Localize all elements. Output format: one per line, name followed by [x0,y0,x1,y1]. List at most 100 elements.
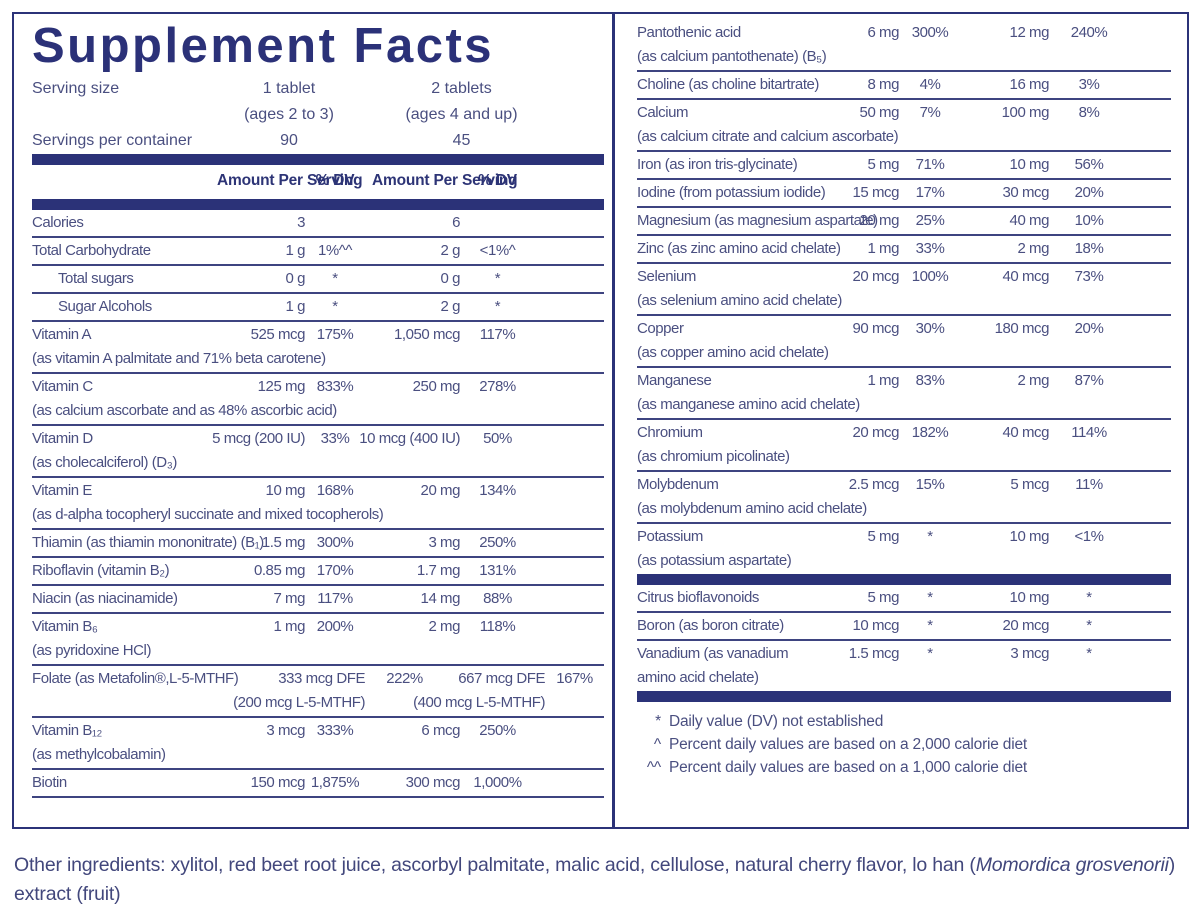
dv-percent-2: <1% [1049,526,1129,547]
nutrient-name: Molybdenum [637,474,804,495]
amount-serving-2: 6 [365,212,460,233]
fact-row: Vitamin D 5 mcg (200 IU) 33% 10 mcg (400 IU… [32,426,604,478]
amount-serving-1: 7 mg [210,588,305,609]
amount-serving-1: 3 mcg [210,720,305,741]
amount-serving-1-text: 3 [297,214,305,231]
dv-percent-2-text: 3% [1078,76,1100,93]
amount-serving-1: 10 mg [210,480,306,501]
amount-serving-1: 1.5 mcg [804,643,900,664]
amount-serving-1-text: 20 mg [859,212,900,229]
amount-serving-1-text: 333 mcg DFE [278,670,365,687]
amount-serving-1: 20 mg [804,210,900,231]
footnote-symbol-text: ^ [653,736,661,753]
amount-serving-1-text: 7 mg [273,590,305,607]
amount-serving-1-text: 1 mg [867,240,899,257]
amount-serving-2: 3 mcg [961,643,1049,664]
fact-line: Boron (as boron citrate) 10 mcg * 20 mcg * [637,613,1171,639]
nutrient-source: (as methylcobalamin) [32,744,604,768]
fact-row: Vitamin B₆ 1 mg 200% 2 mg 118% (as pyridoxine… [32,614,604,666]
nutrient-name-text: Boron (as boron citrate) [637,617,784,634]
dv-percent-1: * [899,615,961,636]
amount-serving-2-text: 6 [452,214,460,231]
amount-serving-1-text: 50 mg [859,104,900,121]
footnote-symbol-text: ^^ [646,759,661,776]
amount-serving-2-text: 30 mcg [1002,184,1050,201]
amount-serving-1-text: 20 mcg [852,268,900,285]
fact-line: Vitamin E 10 mg 168% 20 mg 134% [32,478,604,504]
nutrient-name-text: Iron (as iron tris-glycinate) [637,156,798,173]
dv-percent-2: 10% [1049,210,1129,231]
fact-line: Calories 3 6 [32,210,604,236]
fact-line: Folate (as Metafolin®,L-5-MTHF) 333 mcg D… [32,666,604,692]
nutrient-name-text: Vitamin E [32,482,92,499]
dv-percent-1-text: 1,875% [310,774,360,791]
dv-percent-1: 168% [305,480,365,501]
dv-percent-1-text: 175% [316,326,354,343]
dv-percent-2: 50% [460,428,535,449]
nutrient-name-text: Chromium [637,424,703,441]
dv-header-2: % DV [478,172,517,189]
dv-percent-1: 300% [899,22,961,43]
amount-serving-2-text: 10 mg [1009,589,1050,606]
nutrient-name-text: Vitamin A [32,326,92,343]
dv-percent-2-text: 278% [479,378,516,395]
nutrient-source: (as calcium pantothenate) (B₅) [637,46,1171,70]
footnote-symbol-text: * [655,713,661,730]
servings-col2: 45 [452,132,471,149]
amount-serving-1-text: 1.5 mg [261,534,306,551]
amount-serving-1: 5 mg [804,587,899,608]
dv-percent-2: * [1049,587,1129,608]
amount-serving-1-text: 10 mcg [852,617,900,634]
fact-line: Riboflavin (vitamin B₂) 0.85 mg 170% 1.7 mg… [32,558,604,584]
dv-percent-1-text: * [927,645,933,662]
nutrient-name-text: Calories [32,214,84,231]
dv-percent-2: * [1049,615,1129,636]
dv-percent-1: 117% [305,588,365,609]
amount-serving-1-text: 125 mg [257,378,306,395]
amount-serving-2-text: 6 mcg [421,722,460,739]
amount-serving-2: 667 mcg DFE [444,668,545,689]
fact-line: Total Carbohydrate 1 g 1%^^ 2 g <1%^ [32,238,604,264]
fact-row: Thiamin (as thiamin mononitrate) (B₁) 1.5… [32,530,604,558]
dv-percent-1-text: 17% [915,184,945,201]
nutrient-source: (as calcium citrate and calcium ascorbat… [637,126,1171,150]
amount-serving-2: 14 mg [365,588,461,609]
dv-percent-2-text: 10% [1074,212,1104,229]
nutrient-source: (as copper amino acid chelate) [637,342,1171,366]
dv-percent-1-text: 30% [915,320,945,337]
dv-percent-2-text: 8% [1078,104,1100,121]
amount-serving-2: 3 mg [365,532,460,553]
nutrient-name: Thiamin (as thiamin mononitrate) (B₁) [32,532,264,553]
fact-line: Selenium 20 mcg 100% 40 mcg 73% [637,264,1171,290]
dv-percent-2: * [460,296,535,317]
amount-serving-2: 250 mg [365,376,461,397]
dv-percent-1: 833% [305,376,365,397]
amount-serving-2-text: 10 mcg (400 IU) [359,430,460,447]
nutrient-name: Vitamin C [32,376,210,397]
other-ingredients-suffix: ) extract (fruit) [14,854,1176,905]
dv-percent-2: 118% [460,616,535,637]
nutrient-source-text: (as molybdenum amino acid chelate) [637,500,867,517]
supplement-facts-panel: Supplement Facts Serving size 1 tablet 2… [12,12,1189,829]
dv-percent-2: 240% [1049,22,1129,43]
nutrient-source-text: (as d-alpha tocopheryl succinate and mix… [32,506,384,523]
serving-size-col1: 1 tablet [262,80,316,97]
footnote-text-text: Percent daily values are based on a 1,00… [669,759,1027,776]
dv-percent-2: 250% [460,720,535,741]
fact-row: Magnesium (as magnesium aspartate) 20 mg 2… [637,208,1171,236]
nutrient-name-text: Iodine (from potassium iodide) [637,184,826,201]
dv-percent-2-text: 240% [1070,24,1108,41]
nutrient-name-text: Vitamin B₁₂ [32,722,102,739]
fact-line: Chromium 20 mcg 182% 40 mcg 114% [637,420,1171,446]
amount-serving-1: 6 mg [804,22,899,43]
amount-serving-2: 40 mcg [961,422,1050,443]
divider-bar [32,199,604,210]
dv-percent-2: 117% [460,324,535,345]
servings-per-container-row: Servings per container 90 45 [32,128,604,154]
amount-serving-1: 1 g [210,240,305,261]
dv-percent-1: 33% [305,428,365,449]
amount-serving-2-text: 40 mcg [1002,268,1050,285]
amount-serving-1: 125 mg [210,376,306,397]
footnote: ^^ Percent daily values are based on a 1,… [637,756,1171,779]
fact-line: Molybdenum 2.5 mcg 15% 5 mcg 11% [637,472,1171,498]
